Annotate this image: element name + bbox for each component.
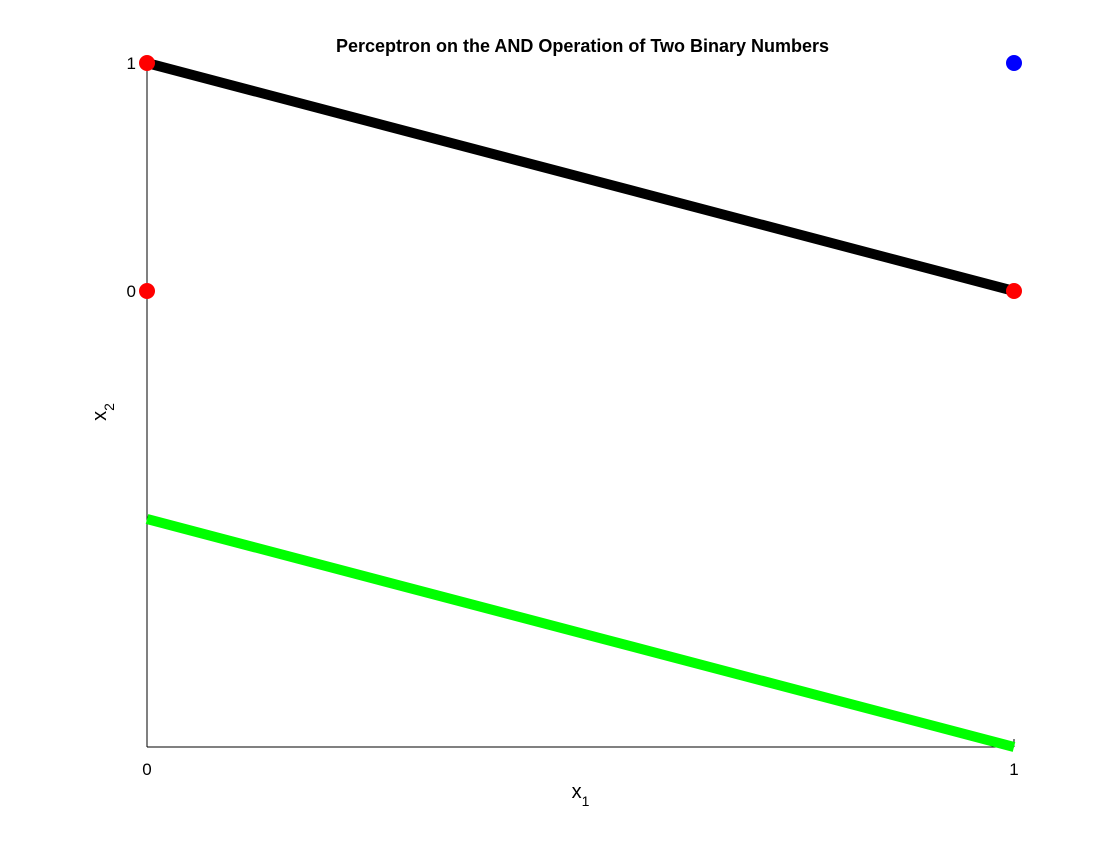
decision-boundary-line: [145, 514, 1016, 752]
y-tick-label: 0: [127, 282, 136, 301]
y-tick-label: 1: [127, 54, 136, 73]
axes: [146, 63, 1014, 748]
x-tick-label: 0: [142, 760, 151, 779]
data-points: [139, 55, 1022, 299]
y-axis-label-subscript: 2: [101, 403, 117, 411]
x-axis-label: x1: [572, 781, 590, 809]
chart-title: Perceptron on the AND Operation of Two B…: [336, 36, 829, 56]
y-axis-label: x2: [89, 403, 117, 421]
data-point: [1006, 283, 1022, 299]
x-axis-label-subscript: 1: [582, 793, 590, 809]
data-point: [1006, 55, 1022, 71]
data-point: [139, 283, 155, 299]
data-point: [139, 55, 155, 71]
y-axis-label-main: x: [89, 411, 111, 421]
decision-boundary-line: [145, 58, 1016, 296]
ticks: 0 1 0 1: [127, 54, 1019, 779]
series-lines: [145, 58, 1016, 752]
x-tick-label: 1: [1009, 760, 1018, 779]
x-axis-label-main: x: [572, 781, 582, 803]
